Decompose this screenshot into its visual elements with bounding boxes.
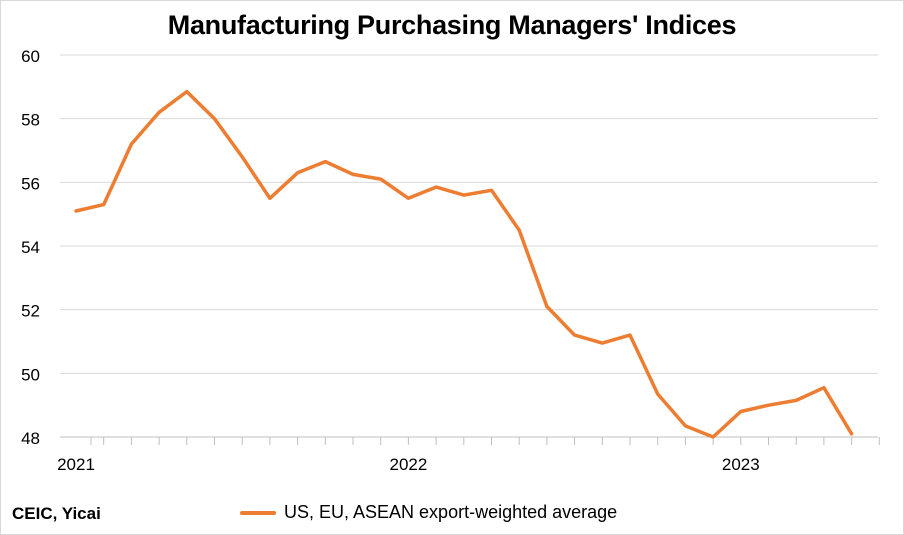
series-layer [74, 89, 854, 439]
data-point [545, 305, 548, 308]
y-tick-label: 56 [21, 174, 40, 193]
legend-swatch [240, 510, 276, 515]
y-tick-label: 60 [21, 47, 40, 66]
data-point [407, 197, 410, 200]
y-tick-label: 58 [21, 111, 40, 130]
data-point [158, 111, 161, 114]
data-point [573, 334, 576, 337]
data-point [684, 424, 687, 427]
data-point [822, 386, 825, 389]
x-axis: 2021 2022 2023 [57, 436, 880, 474]
x-tick-label: 2022 [389, 455, 427, 474]
data-point [656, 393, 659, 396]
data-point [75, 209, 78, 212]
data-point [268, 197, 271, 200]
data-point [462, 194, 465, 197]
data-point [518, 229, 521, 232]
data-point [601, 342, 604, 345]
y-tick-label: 50 [21, 365, 40, 384]
source-note: CEIC, Yicai [12, 504, 101, 523]
series-line [74, 89, 854, 439]
data-point [296, 171, 299, 174]
gridlines [60, 54, 878, 374]
data-point [241, 155, 244, 158]
data-point [712, 436, 715, 439]
x-tick-label: 2023 [722, 455, 760, 474]
y-axis: 48 50 52 54 56 58 60 [21, 47, 40, 448]
data-point [324, 160, 327, 163]
chart-title: Manufacturing Purchasing Managers' Indic… [167, 10, 737, 40]
data-point [739, 410, 742, 413]
legend-label: US, EU, ASEAN export-weighted average [284, 502, 618, 522]
data-point [490, 189, 493, 192]
x-tick-label: 2021 [57, 455, 95, 474]
data-point [352, 173, 355, 176]
data-point [767, 404, 770, 407]
data-point [213, 117, 216, 120]
data-point [102, 203, 105, 206]
data-point [795, 399, 798, 402]
y-tick-label: 52 [21, 302, 40, 321]
y-tick-label: 54 [21, 238, 40, 257]
data-point [629, 334, 632, 337]
data-point [185, 90, 188, 93]
data-point [850, 432, 853, 435]
data-point [379, 178, 382, 181]
legend: US, EU, ASEAN export-weighted average [240, 502, 617, 523]
data-point [435, 186, 438, 189]
y-tick-label: 48 [21, 429, 40, 448]
data-point [130, 143, 133, 146]
